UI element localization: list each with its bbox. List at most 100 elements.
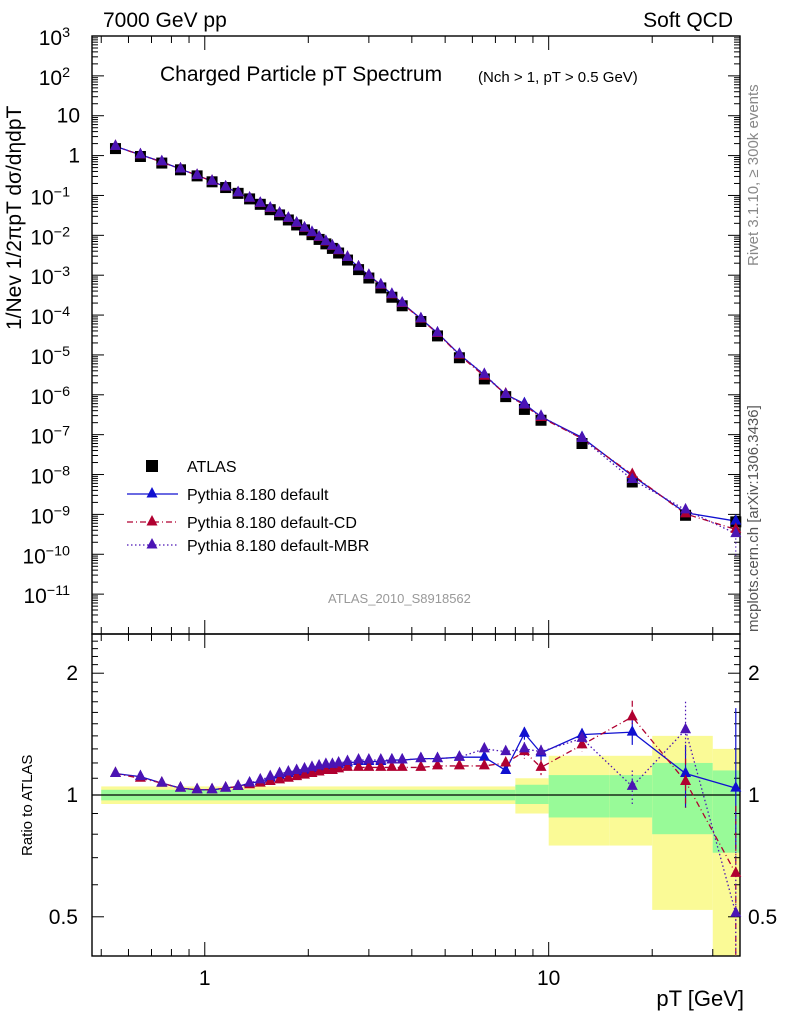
main-mc-point [109, 139, 121, 150]
ratio-mc-point [730, 906, 742, 917]
ratio-y-tick-label: 0.5 [748, 906, 777, 929]
main-mc-point [333, 243, 345, 254]
main-y-tick-label: 10−6 [30, 384, 70, 409]
main-y-tick-label: 103 [39, 25, 70, 50]
ratio-mc-point [431, 751, 443, 763]
chart-title-sub: (Nch > 1, pT > 0.5 GeV) [478, 69, 638, 86]
main-y-tick-label: 10−7 [30, 424, 70, 449]
main-mc-point [264, 201, 276, 212]
ratio-y-tick-label: 2 [66, 662, 78, 685]
ratio-mc-point [353, 760, 365, 771]
ratio-mc-point [680, 774, 692, 785]
ratio-mc-point [415, 760, 427, 771]
ratio-mc-point [264, 769, 276, 781]
main-mc-point [254, 196, 266, 207]
main-y-tick-label: 10−11 [24, 583, 71, 608]
ratio-mc-point [576, 731, 588, 742]
ratio-y-tick-label: 2 [748, 662, 760, 685]
main-mc-point [156, 154, 168, 166]
main-y-tick-label: 10−10 [22, 543, 70, 568]
legend-marker [146, 487, 158, 498]
main-mc-point [191, 168, 203, 179]
ratio-mc-point [431, 758, 443, 770]
ratio-mc-point [174, 781, 186, 792]
main-mc-point [576, 431, 588, 443]
ratio-mc-point [535, 760, 547, 771]
main-mc-point [453, 347, 465, 358]
ratio-mc-point [500, 755, 512, 767]
ratio-mc-point [291, 769, 303, 781]
main-y-tick-label: 10 [57, 105, 80, 128]
ratio-mc-point [341, 754, 353, 766]
ratio-mc-point [478, 750, 490, 761]
main-mc-point [306, 225, 318, 236]
ratio-mc-point [191, 782, 203, 794]
legend-label: Pythia 8.180 default-CD [187, 515, 357, 532]
ratio-mc-point [333, 755, 345, 767]
ratio-mc-point [500, 744, 512, 756]
main-y-tick-label: 10−1 [30, 184, 70, 209]
main-mc-point [415, 311, 427, 323]
ratio-mc-point [109, 766, 121, 778]
ratio-mc-point [282, 764, 294, 776]
main-y-tick-label: 10−5 [30, 344, 70, 369]
ratio-mc-point [274, 766, 286, 778]
legend-marker [146, 515, 158, 526]
ratio-band-inner [548, 775, 610, 818]
main-mc-point [326, 239, 338, 250]
main-mc-point [274, 206, 286, 217]
ratio-mc-point [535, 744, 547, 756]
ratio-y-tick-label: 1 [748, 784, 760, 807]
main-mc-point [680, 502, 692, 514]
main-mc-point [134, 147, 146, 159]
main-mc-point [518, 397, 530, 409]
main-mc-point [220, 180, 232, 191]
ratio-mc-point [375, 760, 387, 771]
ratio-band-inner [609, 775, 653, 818]
legend-label: Pythia 8.180 default-MBR [187, 538, 369, 555]
ratio-mc-point [453, 750, 465, 761]
ratio-mc-point [274, 772, 286, 784]
ratio-mc-point [396, 753, 408, 764]
main-y-tick-label: 10−8 [30, 464, 70, 489]
ratio-mc-point [363, 760, 375, 771]
ratio-mc-point [500, 763, 512, 774]
ratio-mc-point [282, 771, 294, 782]
main-mc-point [299, 220, 311, 232]
chart-title: Charged Particle pT Spectrum [160, 63, 443, 86]
main-mc-point [291, 216, 303, 227]
main-mc-point [244, 191, 256, 202]
ratio-y-tick-label: 0.5 [49, 906, 78, 929]
ratio-mc-point [626, 779, 638, 790]
ratio-mc-point [341, 760, 353, 771]
x-tick-label: 1 [199, 967, 211, 990]
ratio-mc-point [291, 763, 303, 774]
main-mc-point [730, 526, 742, 538]
main-mc-point [500, 387, 512, 398]
ratio-mc-point [156, 776, 168, 787]
header-category-label: Soft QCD [643, 9, 733, 32]
ratio-mc-point [333, 761, 345, 773]
ratio-mc-point [518, 741, 530, 753]
ratio-mc-point [232, 779, 244, 790]
x-tick-label: 10 [537, 967, 560, 990]
legend-marker [146, 538, 158, 549]
ratio-mc-point [680, 766, 692, 778]
atlas-data-point [518, 403, 530, 415]
main-mc-point [282, 211, 294, 222]
ratio-mc-point [206, 782, 218, 794]
ratio-mc-point [375, 753, 387, 764]
analysis-tag: ATLAS_2010_S8918562 [328, 591, 471, 606]
ratio-mc-point [386, 753, 398, 764]
ratio-mc-point [730, 781, 742, 792]
x-axis-label: pT [GeV] [656, 986, 744, 1011]
main-mc-point [431, 325, 443, 337]
main-mc-point [535, 409, 547, 420]
main-y-tick-label: 102 [39, 65, 70, 90]
ratio-mc-point [386, 760, 398, 771]
ratio-y-tick-label: 1 [66, 784, 78, 807]
main-mc-point [341, 250, 353, 261]
ratio-mc-point [220, 781, 232, 792]
main-mc-point [320, 234, 332, 246]
main-y-tick-label: 1 [68, 145, 80, 168]
